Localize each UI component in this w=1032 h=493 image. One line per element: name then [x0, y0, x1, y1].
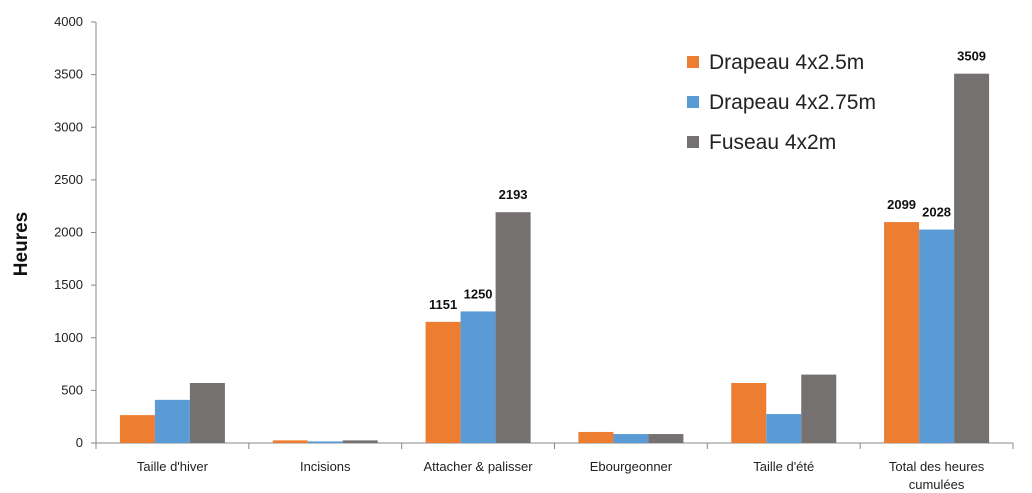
x-tick-label: Incisions	[300, 459, 351, 474]
bar	[578, 431, 614, 443]
legend: Drapeau 4x2.5m Drapeau 4x2.75m Fuseau 4x2m	[687, 51, 876, 154]
x-tick-label: Attacher & palisser	[424, 459, 534, 474]
bar	[154, 399, 190, 443]
bar	[495, 212, 531, 443]
bar	[648, 434, 684, 443]
bars	[119, 73, 990, 444]
y-tick-label: 1500	[54, 277, 83, 292]
x-tick-label: Total des heures	[889, 459, 985, 474]
data-label: 2099	[887, 197, 916, 212]
x-axis: Taille d'hiver Incisions Attacher & paliss…	[95, 442, 1014, 492]
bar	[801, 374, 837, 443]
x-tick-label: cumulées	[909, 477, 965, 492]
bar	[307, 441, 343, 443]
legend-label: Fuseau 4x2m	[709, 131, 836, 154]
data-label: 3509	[957, 49, 986, 64]
bar	[954, 73, 990, 444]
bar	[884, 222, 920, 443]
bar	[342, 440, 378, 443]
bar	[460, 311, 496, 443]
y-tick-label: 2500	[54, 172, 83, 187]
bar	[766, 414, 802, 443]
data-labels: 1151 1250 2193 2099 2028 3509	[429, 49, 986, 312]
y-tick-label: 0	[76, 435, 83, 450]
x-tick-label: Taille d'été	[753, 459, 814, 474]
y-tick-label: 3000	[54, 119, 83, 134]
data-label: 1151	[429, 297, 457, 312]
y-tick-label: 1000	[54, 330, 83, 345]
x-tick-label: Taille d'hiver	[137, 459, 209, 474]
data-label: 1250	[464, 286, 493, 301]
y-tick-label: 2000	[54, 225, 83, 240]
y-tick-label: 3500	[54, 67, 83, 82]
bar	[425, 321, 461, 443]
bar	[272, 440, 308, 443]
legend-swatch	[687, 136, 699, 148]
bar	[919, 229, 955, 443]
x-tick-label: Ebourgeonner	[590, 459, 673, 474]
bar	[613, 434, 649, 443]
data-label: 2028	[922, 205, 951, 220]
bar	[189, 383, 225, 443]
legend-label: Drapeau 4x2.5m	[709, 51, 864, 74]
y-tick-label: 500	[61, 382, 83, 397]
y-axis: 0 500 1000 1500 2000 2500 3000 3500 4000	[54, 14, 97, 450]
bar	[731, 383, 767, 443]
legend-label: Drapeau 4x2.75m	[709, 91, 876, 114]
y-tick-label: 4000	[54, 14, 83, 29]
bar	[119, 415, 155, 443]
legend-swatch	[687, 96, 699, 108]
data-label: 2193	[499, 187, 528, 202]
legend-swatch	[687, 56, 699, 68]
y-axis-label: Heures	[11, 212, 32, 276]
